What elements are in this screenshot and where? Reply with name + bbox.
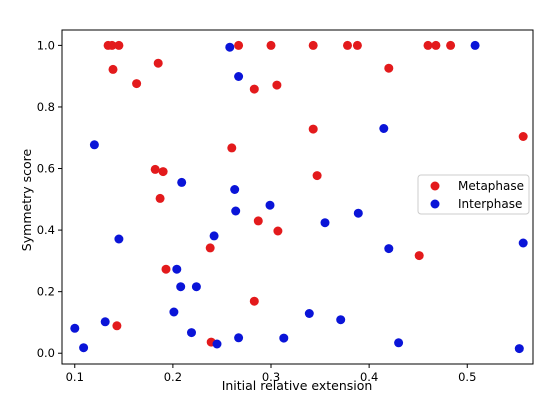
metaphase-point <box>414 251 424 261</box>
x-tick-label: 0.2 <box>164 370 182 384</box>
interphase-point <box>379 124 389 133</box>
metaphase-point <box>343 40 352 50</box>
interphase-point <box>234 72 244 81</box>
metaphase-point <box>150 164 160 174</box>
x-axis-label: Initial relative extension <box>222 378 373 393</box>
metaphase-point <box>249 84 259 94</box>
metaphase-point <box>272 80 282 90</box>
y-tick-label: 0.0 <box>37 346 55 360</box>
metaphase-point <box>234 40 244 50</box>
metaphase-point <box>273 226 283 236</box>
interphase-point <box>191 282 201 292</box>
metaphase-point <box>431 40 441 50</box>
y-tick-label: 0.4 <box>37 223 55 237</box>
metaphase-point <box>158 167 168 177</box>
interphase-point <box>514 344 524 354</box>
x-axis-ticks: 0.1 0.2 0.3 0.4 0.5 <box>66 364 476 384</box>
metaphase-point <box>155 193 165 203</box>
interphase-point <box>177 177 187 187</box>
interphase-point <box>279 333 289 343</box>
interphase-point <box>70 323 80 333</box>
interphase-point <box>176 282 186 292</box>
legend-marker-metaphase <box>430 181 440 191</box>
interphase-point <box>187 328 196 338</box>
series-metaphase <box>103 40 528 347</box>
x-tick-label: 0.3 <box>262 370 280 384</box>
metaphase-point <box>253 216 263 226</box>
legend-frame <box>417 174 530 215</box>
metaphase-point <box>352 40 362 50</box>
metaphase-point <box>132 79 142 89</box>
interphase-point <box>172 264 182 274</box>
y-tick-label: 1.0 <box>37 38 55 52</box>
legend: Metaphase Interphase <box>417 174 530 215</box>
x-tick-label: 0.5 <box>458 370 476 384</box>
interphase-point <box>89 140 99 150</box>
metaphase-point <box>153 58 163 68</box>
interphase-point <box>230 185 240 194</box>
legend-label-interphase: Interphase <box>458 197 522 211</box>
interphase-point <box>209 231 219 241</box>
plot-area <box>61 29 534 365</box>
interphase-point <box>304 309 314 318</box>
metaphase-point <box>266 40 276 50</box>
interphase-point <box>114 234 124 244</box>
interphase-point <box>212 339 222 349</box>
metaphase-point <box>312 171 322 181</box>
metaphase-point <box>108 64 118 74</box>
legend-marker-interphase <box>430 199 440 209</box>
interphase-point <box>265 200 275 210</box>
legend-label-metaphase: Metaphase <box>458 179 524 193</box>
interphase-point <box>231 206 241 216</box>
interphase-point <box>225 42 235 52</box>
metaphase-point <box>249 296 259 306</box>
y-axis-ticks: 0.0 0.2 0.4 0.6 0.8 1.0 <box>37 38 62 360</box>
metaphase-point <box>446 40 456 50</box>
y-tick-label: 0.6 <box>37 162 55 176</box>
interphase-point <box>384 244 394 254</box>
x-tick-label: 0.4 <box>360 370 378 384</box>
interphase-point <box>234 333 244 343</box>
interphase-point <box>353 208 363 218</box>
metaphase-point <box>518 132 528 141</box>
axes-frame <box>61 29 534 365</box>
metaphase-point <box>112 321 122 331</box>
interphase-point <box>518 238 528 248</box>
interphase-point <box>336 315 346 325</box>
interphase-point <box>100 317 110 327</box>
metaphase-point <box>308 40 318 50</box>
x-tick-label: 0.1 <box>66 370 84 384</box>
y-axis-label: Symmetry score <box>19 149 34 252</box>
y-tick-label: 0.2 <box>37 285 55 299</box>
interphase-point <box>79 343 89 353</box>
metaphase-point <box>308 124 318 134</box>
metaphase-point <box>384 63 394 73</box>
metaphase-point <box>205 243 215 253</box>
interphase-point <box>320 218 330 228</box>
y-tick-label: 0.8 <box>37 100 55 114</box>
metaphase-point <box>423 40 433 50</box>
interphase-point <box>169 307 179 317</box>
interphase-point <box>394 338 404 348</box>
metaphase-point <box>227 143 237 153</box>
interphase-point <box>470 40 480 50</box>
series-interphase <box>70 40 528 354</box>
metaphase-point <box>107 40 117 50</box>
metaphase-point <box>114 40 124 50</box>
metaphase-point <box>161 264 171 274</box>
